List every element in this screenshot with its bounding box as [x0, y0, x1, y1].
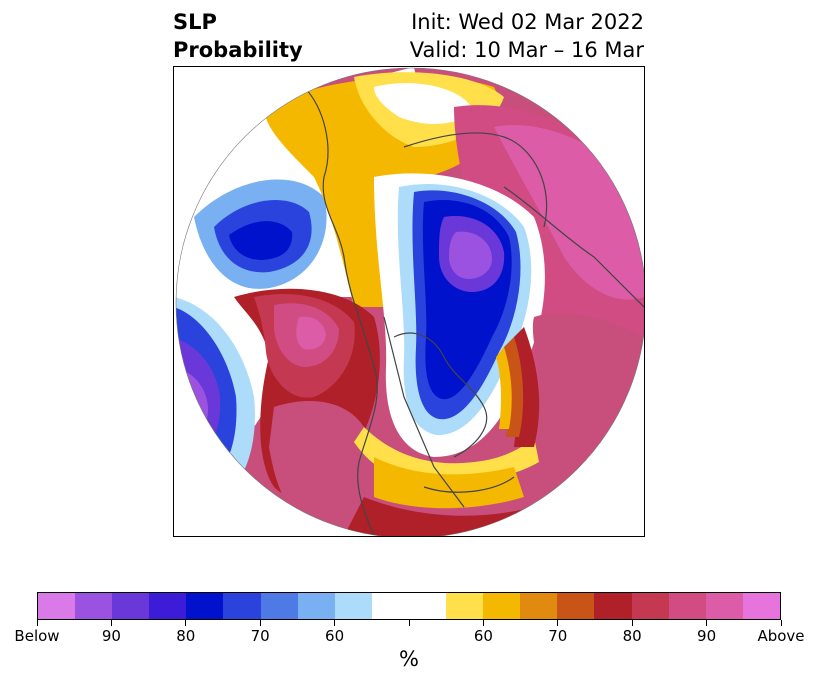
colorbar-swatch [594, 593, 632, 619]
colorbar-tick-label: 70 [250, 627, 270, 645]
colorbar-swatch [186, 593, 224, 619]
colorbar-swatch [223, 593, 261, 619]
colorbar-swatch [149, 593, 187, 619]
colorbar-tick-label: 60 [325, 627, 345, 645]
colorbar-tick [334, 620, 336, 626]
colorbar-swatch [38, 593, 76, 619]
colorbar-swatch [742, 593, 780, 619]
colorbar-tick [706, 620, 708, 626]
colorbar-swatch [371, 593, 409, 619]
colorbar-swatch [668, 593, 706, 619]
colorbar-swatch [705, 593, 743, 619]
map-frame [173, 66, 645, 537]
map-disk-edge [175, 67, 644, 536]
colorbar-tick-label: 70 [548, 627, 568, 645]
valid-label: Valid: 10 Mar – 16 Mar [409, 38, 644, 62]
colorbar-swatch [260, 593, 298, 619]
colorbar-unit-label: % [399, 647, 419, 671]
colorbar-tick-label: Above [757, 627, 805, 645]
colorbar-swatch [446, 593, 484, 619]
colorbar-tick-label: 80 [176, 627, 196, 645]
colorbar-tick-label: 80 [622, 627, 642, 645]
colorbar-swatch [631, 593, 669, 619]
title-block: SLP Probability [173, 8, 303, 64]
colorbar [37, 592, 781, 620]
colorbar-tick-label: 90 [101, 627, 121, 645]
colorbar-swatch [557, 593, 595, 619]
colorbar-tick [259, 620, 261, 626]
probability-map [175, 67, 644, 536]
colorbar-tick [408, 620, 410, 626]
colorbar-tick [110, 620, 112, 626]
colorbar-tick-label: Below [14, 627, 60, 645]
colorbar-tick [36, 620, 38, 626]
colorbar-tick [780, 620, 782, 626]
colorbar-tick [557, 620, 559, 626]
date-block: Init: Wed 02 Mar 2022 Valid: 10 Mar – 16… [410, 8, 644, 64]
colorbar-swatch [112, 593, 150, 619]
colorbar-swatch [408, 593, 447, 619]
colorbar-swatch [520, 593, 558, 619]
init-label: Init: Wed 02 Mar 2022 [411, 10, 644, 34]
colorbar-swatch [334, 593, 372, 619]
colorbar-tick [482, 620, 484, 626]
colorbar-swatch [75, 593, 113, 619]
colorbar-tick [185, 620, 187, 626]
colorbar-tick-label: 60 [473, 627, 493, 645]
colorbar-swatch [297, 593, 335, 619]
coastlines [183, 86, 644, 536]
title-line-2: Probability [173, 38, 303, 62]
colorbar-tick [631, 620, 633, 626]
colorbar-tick-label: 90 [697, 627, 717, 645]
colorbar-swatch [483, 593, 521, 619]
title-line-1: SLP [173, 10, 217, 34]
